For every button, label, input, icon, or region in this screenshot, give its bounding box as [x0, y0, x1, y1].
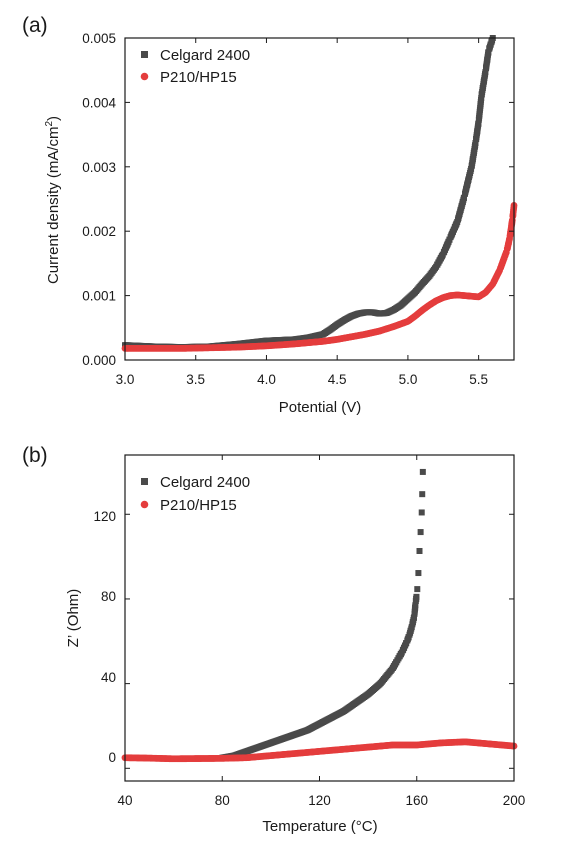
panel-b-ytick-label: 0	[108, 750, 116, 765]
panel-a-ytick-label: 0.005	[82, 31, 116, 46]
panel-a-ytick-label: 0.000	[82, 353, 116, 368]
panel-a-x-axis-title: Potential (V)	[279, 399, 362, 416]
data-point-celgard	[403, 640, 410, 647]
data-point-celgard	[472, 140, 479, 147]
panel-a-xtick-label: 3.5	[186, 372, 205, 387]
data-point-celgard	[414, 586, 421, 593]
panel-a-xtick-label: 5.5	[469, 372, 488, 387]
panel-b-plot-area	[121, 468, 518, 763]
panel-b-ytick-label: 80	[101, 589, 116, 604]
panel-a-ytick-label: 0.001	[82, 289, 116, 304]
panel-a-y-axis-title: Current density (mA/cm2)	[44, 116, 62, 284]
data-point-celgard	[485, 49, 492, 56]
panel-b-ticks	[124, 455, 515, 781]
legend-marker-p210	[140, 500, 149, 509]
panel-a-frame	[124, 37, 515, 361]
data-point-celgard	[419, 491, 426, 498]
panel-a-xtick-label: 3.0	[116, 372, 135, 387]
panel-b: (b) 40 80 120 160 200 0 40 80 120 Temper…	[22, 444, 525, 835]
data-point-celgard	[478, 94, 485, 101]
data-point-celgard	[412, 602, 419, 609]
panel-a-xtick-label: 4.5	[328, 372, 347, 387]
panel-b-xtick-label: 120	[308, 793, 331, 808]
data-point-celgard	[489, 37, 496, 44]
data-point-celgard	[460, 194, 467, 201]
data-point-celgard	[393, 659, 400, 666]
panel-b-label: (b)	[22, 444, 48, 467]
data-point-celgard	[446, 236, 453, 243]
panel-a-ytick-label: 0.002	[82, 224, 116, 239]
data-point-celgard	[475, 120, 482, 127]
panel-b-y-axis-title: Z’ (Ohm)	[65, 589, 82, 648]
data-point-celgard	[418, 509, 425, 516]
data-point-celgard	[410, 615, 417, 621]
panel-a-ytick-label: 0.003	[82, 160, 116, 175]
legend-marker-p210	[140, 72, 149, 81]
data-point-celgard	[417, 529, 424, 536]
panel-b-xtick-label: 80	[215, 793, 230, 808]
panel-b-xtick-label: 200	[503, 793, 526, 808]
panel-b-legend-celgard: Celgard 2400	[160, 474, 250, 491]
data-point-celgard	[453, 220, 460, 227]
data-point-celgard	[397, 650, 404, 657]
data-point-celgard	[419, 468, 426, 475]
panel-a-ytick-label: 0.004	[82, 95, 116, 110]
data-point-celgard	[415, 570, 422, 577]
legend-marker-celgard	[141, 51, 148, 58]
data-point-celgard	[439, 252, 446, 259]
panel-a-label: (a)	[22, 14, 48, 37]
data-point-celgard	[413, 593, 420, 600]
panel-a-series-p210	[121, 202, 518, 352]
data-point-celgard	[416, 547, 423, 554]
legend-marker-celgard	[141, 478, 148, 485]
data-point-celgard	[468, 165, 475, 172]
panel-a: (a) 3.0 3.5 4.0 4.5 5.0 5.5 0.000 0.001 …	[22, 14, 518, 416]
panel-a-xtick-label: 4.0	[257, 372, 276, 387]
panel-b-xtick-label: 160	[406, 793, 429, 808]
panel-b-legend-p210: P210/HP15	[160, 497, 237, 514]
panel-b-xtick-label: 40	[117, 793, 132, 808]
panel-b-ytick-label: 120	[93, 509, 116, 524]
panel-a-legend: Celgard 2400 P210/HP15	[140, 47, 250, 86]
panel-b-series-celgard	[219, 468, 426, 761]
panel-b-series-p210	[121, 738, 518, 763]
panel-a-legend-p210: P210/HP15	[160, 69, 237, 86]
panel-b-ytick-label: 40	[101, 670, 116, 685]
panel-a-legend-celgard: Celgard 2400	[160, 47, 250, 64]
panel-b-legend: Celgard 2400 P210/HP15	[140, 474, 250, 514]
panel-b-x-axis-title: Temperature (°C)	[262, 818, 377, 835]
data-point-celgard	[482, 69, 489, 76]
data-point-celgard	[405, 634, 412, 641]
panel-a-xtick-label: 5.0	[399, 372, 418, 387]
data-point-celgard	[408, 625, 415, 632]
panel-a-ticks	[124, 37, 514, 361]
panel-a-plot-area	[121, 35, 518, 352]
